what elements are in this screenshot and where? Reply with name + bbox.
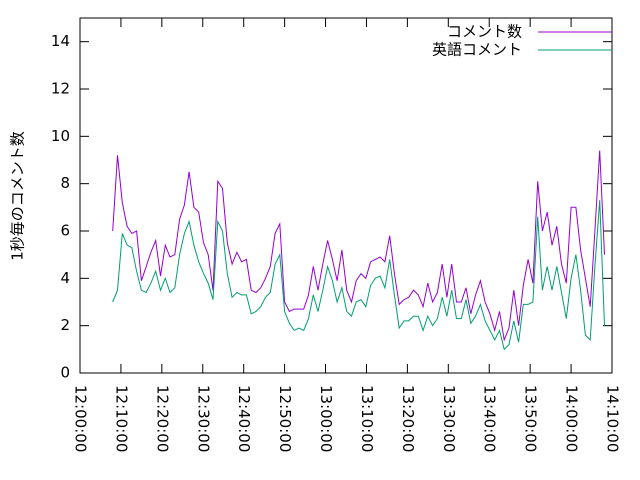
series-line	[112, 200, 605, 351]
series-line	[112, 150, 605, 342]
y-tick-label: 8	[60, 174, 70, 192]
x-tick-label: 14:00:00	[563, 385, 581, 452]
y-axis-label: 1秒毎のコメント数	[9, 131, 27, 261]
y-tick-label: 6	[60, 222, 70, 240]
x-tick-label: 14:10:00	[604, 385, 622, 452]
x-tick-label: 13:00:00	[317, 385, 335, 452]
legend-label: コメント数	[447, 23, 522, 41]
x-tick-label: 12:40:00	[235, 385, 253, 452]
y-tick-label: 10	[51, 127, 70, 145]
y-tick-label: 0	[60, 364, 70, 382]
x-tick-label: 13:10:00	[358, 385, 376, 452]
x-tick-label: 13:20:00	[399, 385, 417, 452]
plot-border	[79, 17, 613, 374]
y-tick-label: 4	[60, 269, 70, 287]
x-tick-label: 12:10:00	[112, 385, 130, 452]
x-tick-label: 13:50:00	[522, 385, 540, 452]
x-tick-label: 13:40:00	[481, 385, 499, 452]
x-tick-label: 12:00:00	[72, 385, 90, 452]
legend-label: 英語コメント	[432, 41, 522, 59]
y-tick-label: 2	[60, 316, 70, 334]
x-tick-label: 12:30:00	[194, 385, 212, 452]
x-tick-label: 12:20:00	[153, 385, 171, 452]
x-tick-label: 12:50:00	[276, 385, 294, 452]
y-tick-label: 14	[51, 32, 70, 50]
x-tick-label: 13:30:00	[440, 385, 458, 452]
y-tick-label: 12	[51, 80, 70, 98]
